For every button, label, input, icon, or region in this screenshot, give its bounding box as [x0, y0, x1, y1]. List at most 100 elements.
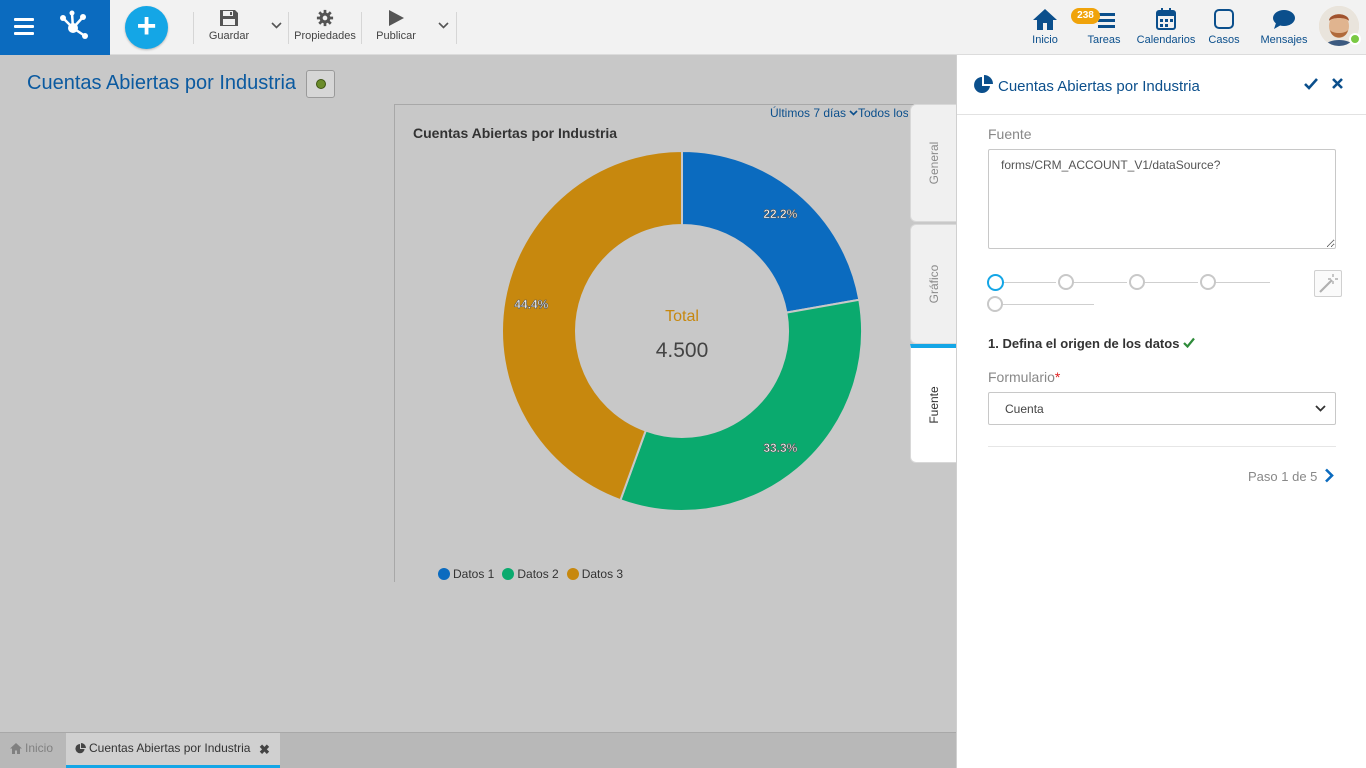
- calendar-icon: [1156, 8, 1176, 30]
- donut-slice-1[interactable]: [681, 149, 861, 314]
- save-label: Guardar: [208, 30, 250, 42]
- legend-item-3[interactable]: Datos 3: [566, 567, 624, 581]
- legend-swatch-3: [566, 568, 579, 580]
- bottom-tab-current-label: Cuentas Abiertas por Industria: [89, 741, 251, 755]
- legend-label-2: Datos 2: [517, 567, 559, 581]
- home-icon: [10, 743, 22, 754]
- step-1[interactable]: [987, 274, 1004, 291]
- chevron-down-icon: [1315, 405, 1326, 412]
- home-icon: [1033, 9, 1057, 30]
- chart-widget: [394, 104, 914, 582]
- toolbar-divider: [288, 12, 289, 44]
- legend-item-1[interactable]: Datos 1: [438, 567, 494, 581]
- nav-home[interactable]: Inicio: [1028, 7, 1062, 46]
- form-label-text: Formulario: [988, 369, 1055, 385]
- step-connector: [1002, 282, 1056, 283]
- save-button[interactable]: Guardar: [207, 9, 251, 42]
- nav-cases-label: Casos: [1208, 34, 1240, 46]
- properties-panel: Cuentas Abiertas por Industria Fuente fo…: [956, 55, 1366, 768]
- app-logo-icon[interactable]: [55, 8, 91, 44]
- step-5[interactable]: [987, 296, 1003, 312]
- status-indicator-icon: [316, 79, 326, 89]
- form-select[interactable]: Cuenta: [988, 392, 1336, 425]
- step-connector: [1073, 282, 1127, 283]
- chevron-right-icon[interactable]: [1324, 468, 1334, 483]
- tab-general-label: General: [927, 141, 941, 185]
- nav-messages[interactable]: Mensajes: [1259, 7, 1309, 46]
- donut-slice-2[interactable]: [619, 298, 863, 512]
- legend-swatch-1: [438, 568, 450, 580]
- tab-chart-label: Gráfico: [927, 264, 941, 304]
- user-avatar-icon: [1319, 6, 1359, 46]
- step-3[interactable]: [1129, 274, 1145, 290]
- wizard-button[interactable]: [1314, 270, 1342, 297]
- nav-home-label: Inicio: [1032, 34, 1058, 46]
- close-icon[interactable]: [1331, 77, 1344, 90]
- step-heading-text: 1. Defina el origen de los datos: [988, 336, 1180, 351]
- close-tab-icon[interactable]: ✖: [259, 742, 270, 757]
- legend-swatch-2: [502, 568, 515, 580]
- donut-chart: Total 4.500 22.2% 33.3% 44.4%: [501, 149, 863, 512]
- nav-calendars[interactable]: Calendarios: [1136, 7, 1196, 46]
- pager-text: Paso 1 de 5: [1248, 469, 1318, 484]
- toolbar-divider: [361, 12, 362, 44]
- tab-source-label: Fuente: [927, 386, 941, 424]
- form-select-value: Cuenta: [1005, 402, 1044, 416]
- step-4[interactable]: [1200, 274, 1216, 290]
- status-toggle-button[interactable]: [306, 70, 335, 98]
- speech-bubble-icon: [1273, 10, 1295, 29]
- publish-button[interactable]: Publicar: [374, 9, 418, 42]
- pie-chart-icon: [974, 75, 993, 93]
- source-label: Fuente: [988, 126, 1032, 142]
- nav-messages-label: Mensajes: [1260, 34, 1308, 46]
- step-heading: 1. Defina el origen de los datos: [988, 336, 1195, 351]
- chevron-down-icon: [849, 110, 858, 116]
- chart-legend: Datos 1 Datos 2 Datos 3: [438, 567, 631, 581]
- nav-calendars-label: Calendarios: [1136, 34, 1196, 46]
- source-textarea[interactable]: forms/CRM_ACCOUNT_V1/dataSource?: [988, 149, 1336, 249]
- tab-chart[interactable]: Gráfico: [910, 224, 957, 344]
- required-mark: *: [1054, 369, 1061, 385]
- tasks-count-badge: 238: [1071, 8, 1100, 24]
- donut-slice-3[interactable]: [501, 149, 683, 502]
- floppy-disk-icon: [220, 10, 238, 26]
- magic-wand-icon: [1319, 274, 1338, 293]
- nav-tasks-label: Tareas: [1087, 34, 1121, 46]
- case-square-icon: [1214, 9, 1234, 29]
- wizard-steps: [986, 273, 1286, 313]
- all-filter-link[interactable]: Todos los: [858, 106, 908, 120]
- panel-header: Cuentas Abiertas por Industria: [957, 55, 1366, 115]
- publish-label: Publicar: [376, 30, 416, 42]
- nav-tasks[interactable]: Tareas: [1086, 7, 1122, 46]
- bottom-tab-home[interactable]: Inicio: [0, 733, 66, 768]
- online-status-dot: [1349, 33, 1361, 45]
- tab-general[interactable]: General: [910, 104, 957, 222]
- step-2[interactable]: [1058, 274, 1074, 290]
- check-icon[interactable]: [1304, 77, 1318, 91]
- period-filter-dropdown[interactable]: Últimos 7 días: [770, 106, 858, 120]
- toolbar-divider: [193, 12, 194, 44]
- chart-title: Cuentas Abiertas por Industria: [413, 125, 618, 141]
- step-connector: [1215, 282, 1270, 283]
- bottom-tab-home-label: Inicio: [25, 741, 54, 755]
- top-bar: + Guardar Propiedades Publicar: [0, 0, 1366, 55]
- save-dropdown-chevron-icon[interactable]: [271, 20, 282, 31]
- play-icon: [389, 10, 404, 26]
- add-button[interactable]: +: [125, 6, 168, 49]
- bottom-tab-bar: Inicio Cuentas Abiertas por Industria ✖: [0, 732, 956, 768]
- properties-label: Propiedades: [294, 30, 356, 42]
- gear-icon: [316, 9, 334, 27]
- legend-label-3: Datos 3: [581, 567, 624, 581]
- legend-label-1: Datos 1: [453, 567, 495, 581]
- bottom-tab-current[interactable]: Cuentas Abiertas por Industria ✖: [66, 733, 280, 768]
- hamburger-menu-icon[interactable]: [14, 17, 36, 35]
- center-total-value: 4.500: [656, 339, 709, 362]
- publish-dropdown-chevron-icon[interactable]: [438, 20, 449, 31]
- legend-item-2[interactable]: Datos 2: [502, 567, 559, 581]
- slice-value-label-2: 33.3%: [763, 441, 797, 455]
- menu-block: [0, 0, 110, 55]
- task-list-icon: [1098, 13, 1115, 28]
- tab-source[interactable]: Fuente: [910, 344, 957, 463]
- properties-button[interactable]: Propiedades: [293, 9, 357, 42]
- nav-cases[interactable]: Casos: [1207, 7, 1241, 46]
